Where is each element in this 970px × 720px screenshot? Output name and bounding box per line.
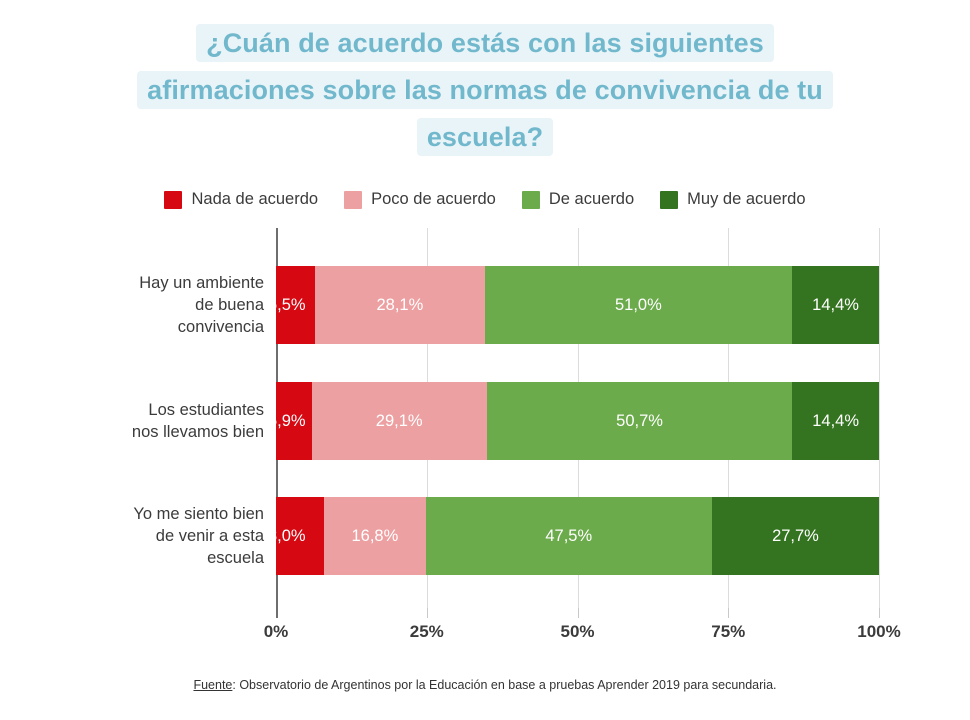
chart-plot: 6,5% 28,1% 51,0% 14,4% Hay un ambiente de bue… (0, 228, 970, 618)
legend-item-label: Poco de acuerdo (371, 190, 496, 208)
category-label: Yo me siento bien de venir a esta escuela (4, 503, 264, 569)
category-label-line: de buena (195, 296, 264, 314)
bar-segment-value-label: 14,4% (812, 411, 860, 430)
x-axis-tick-label: 75% (711, 622, 746, 641)
page-title-line-2: afirmaciones sobre las normas de convive… (0, 69, 970, 116)
bar-segment[interactable]: 28,1% (315, 266, 485, 344)
bar-segment[interactable]: 47,5% (425, 497, 712, 575)
chart-legend: Nada de acuerdo Poco de acuerdo De acuerdo… (0, 190, 970, 209)
bar-segment-value-label: 51,0% (614, 295, 662, 314)
bar-segment[interactable]: 6,5% (268, 266, 316, 344)
bar-segment[interactable]: 50,7% (486, 382, 793, 460)
bar-segment[interactable]: 14,4% (792, 266, 879, 344)
gridline (879, 228, 880, 608)
bar-segment-value-label: 28,1% (376, 295, 424, 314)
bar-segment-value-label: 14,4% (812, 295, 859, 314)
bar-segment-value-label: 6,5% (268, 295, 306, 314)
bar-segment[interactable]: 29,1% (311, 382, 487, 460)
page-title-line-2-text: afirmaciones sobre las normas de convive… (137, 71, 833, 109)
bar-segment[interactable]: 5,9% (268, 382, 312, 460)
legend-item-label: De acuerdo (548, 190, 635, 208)
category-label: Los estudiantes nos llevamos bien (4, 399, 264, 443)
bar-segment[interactable]: 51,0% (484, 266, 793, 344)
source-text: : Observatorio de Argentinos por la Educ… (232, 678, 777, 692)
page-title-line-1: ¿Cuán de acuerdo estás con las siguiente… (0, 22, 970, 69)
page-title-line-3-text: escuela? (416, 118, 554, 156)
x-axis-tick-label: 100% (857, 622, 901, 641)
page-title-line-3: escuela? (0, 116, 970, 163)
category-label: Hay un ambiente de buena convivencia (4, 272, 264, 338)
stacked-bar[interactable]: 8,0% 16,8% 47,5% 27,7% (268, 497, 879, 575)
bar-segment[interactable]: 27,7% (711, 497, 879, 575)
legend-item[interactable]: Poco de acuerdo (344, 190, 496, 209)
legend-item-label: Nada de acuerdo (191, 190, 319, 208)
category-label-line: escuela (207, 549, 264, 567)
legend-item[interactable]: De acuerdo (521, 190, 635, 209)
bar-segment-value-label: 8,0% (268, 526, 306, 545)
bar-row: 5,9% 29,1% 50,7% 14,4% (268, 382, 879, 460)
x-axis-tick-mark (276, 608, 278, 618)
legend-swatch-icon (521, 190, 540, 209)
source-label: Fuente (193, 678, 233, 692)
category-label-line: de venir a esta (155, 527, 264, 545)
bar-segment[interactable]: 16,8% (324, 497, 426, 575)
page-title: ¿Cuán de acuerdo estás con las siguiente… (0, 22, 970, 163)
category-label-line: nos llevamos bien (131, 423, 264, 441)
x-axis-tick-mark (879, 608, 880, 618)
legend-swatch-icon (344, 190, 363, 209)
category-label-line: convivencia (177, 318, 264, 336)
bar-segment-value-label: 5,9% (268, 411, 306, 430)
legend-swatch-icon (164, 190, 183, 209)
legend-swatch-icon (660, 190, 679, 209)
page-title-line-1-text: ¿Cuán de acuerdo estás con las siguiente… (196, 24, 774, 62)
x-axis-tick-mark (577, 608, 579, 618)
x-axis-tick-label: 50% (560, 622, 595, 641)
x-axis-tick-mark (426, 608, 428, 618)
bar-segment-value-label: 29,1% (375, 411, 423, 430)
x-axis-tick-label: 25% (409, 622, 444, 641)
bar-segment-value-label: 27,7% (772, 526, 819, 545)
stacked-bar[interactable]: 6,5% 28,1% 51,0% 14,4% (268, 266, 879, 344)
legend-item[interactable]: Muy de acuerdo (660, 190, 806, 209)
legend-item-label: Muy de acuerdo (687, 190, 806, 208)
bar-segment-value-label: 16,8% (351, 526, 399, 545)
source-note: Fuente: Observatorio de Argentinos por l… (0, 678, 970, 692)
category-label-line: Hay un ambiente (139, 274, 264, 292)
bar-row: 8,0% 16,8% 47,5% 27,7% (268, 497, 879, 575)
bar-segment[interactable]: 14,4% (792, 382, 879, 460)
x-axis: 0% 25% 50% 75% 100% (0, 608, 970, 642)
bar-segment-value-label: 47,5% (545, 526, 593, 545)
x-axis-tick-mark (728, 608, 730, 618)
stacked-bar[interactable]: 5,9% 29,1% 50,7% 14,4% (268, 382, 879, 460)
legend-item[interactable]: Nada de acuerdo (164, 190, 318, 209)
bar-row: 6,5% 28,1% 51,0% 14,4% (268, 266, 879, 344)
bar-segment-value-label: 50,7% (616, 411, 663, 430)
bar-segment[interactable]: 8,0% (268, 497, 325, 575)
x-axis-tick-label: 0% (263, 622, 289, 641)
category-label-line: Yo me siento bien (133, 505, 264, 523)
category-label-line: Los estudiantes (148, 401, 264, 419)
